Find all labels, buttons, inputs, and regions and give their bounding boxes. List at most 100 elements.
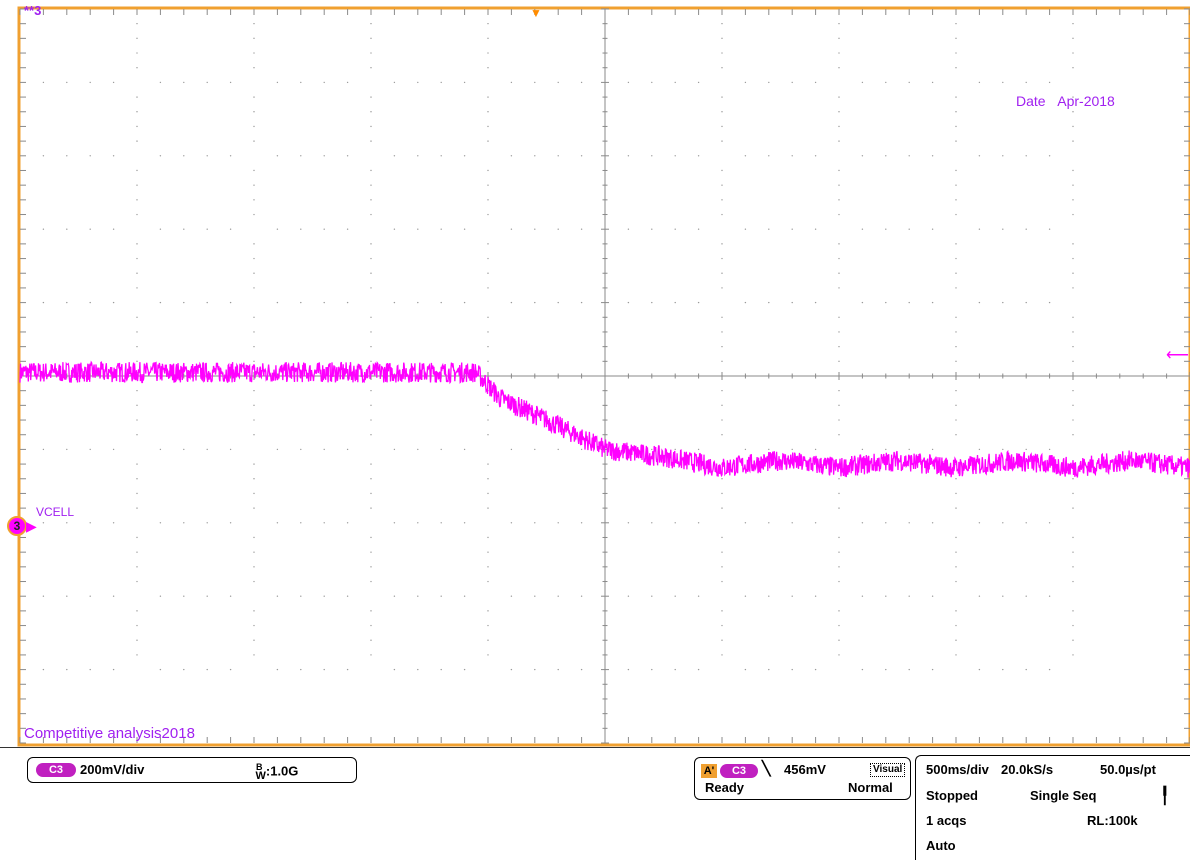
grid-dot <box>370 580 372 583</box>
grid-dot <box>346 668 349 671</box>
grid-dot <box>534 228 536 230</box>
grid-dot <box>838 243 840 245</box>
grid-dot <box>253 169 255 172</box>
trigger-tag: A' <box>701 764 717 778</box>
visual-trigger-badge[interactable]: Visual <box>870 763 906 777</box>
grid-dot <box>838 492 840 495</box>
grid-dot <box>136 287 138 289</box>
waveform-trace-ch3 <box>19 360 1190 478</box>
grid-dot <box>346 228 349 230</box>
channel-settings-box[interactable] <box>27 757 357 783</box>
grid-dot <box>487 140 489 142</box>
grid-dot <box>791 522 793 524</box>
grid-dot <box>370 536 372 539</box>
grid-dot <box>440 155 442 157</box>
grid-dot <box>1072 419 1074 421</box>
grid-dot <box>417 81 419 84</box>
grid-dot <box>534 81 536 84</box>
grid-dot <box>183 301 185 304</box>
grid-dot <box>510 81 513 84</box>
grid-dot <box>136 492 138 495</box>
grid-dot <box>487 37 489 40</box>
grid-dot <box>627 81 630 84</box>
grid-dot <box>510 155 513 157</box>
grid-dot <box>955 199 957 201</box>
grid-dot <box>136 52 138 54</box>
grid-dot <box>1048 155 1051 157</box>
grid-dot <box>183 448 185 451</box>
grid-dot <box>744 595 747 597</box>
grid-dot <box>838 287 840 289</box>
grid-dot <box>861 448 864 451</box>
grid-dot <box>323 301 325 304</box>
grid-dot <box>955 272 957 274</box>
trigger-level: 456mV <box>784 762 826 777</box>
grid-dot <box>42 228 45 230</box>
acquisition-count: 1 acqs <box>926 813 967 828</box>
grid-dot <box>534 155 536 157</box>
grid-dot <box>721 536 723 539</box>
grid-dot <box>393 668 396 671</box>
grid-dot <box>253 331 255 333</box>
grid-dot <box>978 155 981 157</box>
grid-dot <box>253 345 255 348</box>
trigger-level-arrow-icon[interactable]: ⟵ <box>1166 347 1189 364</box>
grid-dot <box>323 448 325 451</box>
grid-dot <box>955 566 957 568</box>
grid-dot <box>580 522 583 524</box>
grid-dot <box>229 595 232 597</box>
waveform-display <box>17 6 1190 747</box>
trigger-source-pill[interactable]: C3 <box>720 764 758 778</box>
trigger-position-icon[interactable]: ▼ <box>530 6 542 20</box>
grid-dot <box>580 668 583 671</box>
grid-dot <box>651 522 653 524</box>
grid-dot <box>487 360 489 363</box>
thermometer-icon: ╿ <box>1160 788 1170 805</box>
grid-dot <box>253 463 255 465</box>
grid-dot <box>463 155 466 157</box>
grid-dot <box>931 155 934 157</box>
channel-3-ground-marker[interactable]: 3 <box>7 516 27 536</box>
grid-dot <box>721 22 723 25</box>
grid-dot <box>136 624 138 627</box>
grid-dot <box>253 419 255 421</box>
channel-pill-c3[interactable]: C3 <box>36 763 76 777</box>
grid-dot <box>393 595 396 597</box>
grid-dot <box>206 155 208 157</box>
grid-dot <box>838 52 840 54</box>
grid-dot <box>253 566 255 568</box>
grid-dot <box>346 81 349 84</box>
grid-dot <box>674 595 676 597</box>
grid-dot <box>66 228 68 230</box>
grid-dot <box>838 345 840 348</box>
grid-dot <box>370 345 372 348</box>
trigger-mode: Normal <box>848 780 893 795</box>
grid-dot <box>955 67 957 69</box>
grid-dot <box>627 228 630 230</box>
grid-dot <box>42 155 45 157</box>
horizontal-settings-box[interactable] <box>915 755 1190 860</box>
grid-dot <box>136 639 138 641</box>
grid-dot <box>697 448 700 451</box>
grid-dot <box>885 155 887 157</box>
grid-dot <box>534 668 536 671</box>
grid-dot <box>440 448 442 451</box>
grid-dot <box>1048 228 1051 230</box>
grid-dot <box>1072 199 1074 201</box>
grid-dot <box>1048 301 1051 304</box>
grid-dot <box>89 448 91 451</box>
grid-dot <box>370 96 372 98</box>
grid-dot <box>323 595 325 597</box>
date-annotation: Date Apr-2018 <box>1016 93 1115 109</box>
grid-dot <box>838 434 840 436</box>
grid-dot <box>253 536 255 539</box>
grid-dot <box>206 522 208 524</box>
grid-dot <box>136 316 138 318</box>
grid-dot <box>346 301 349 304</box>
grid-dot <box>744 301 747 304</box>
grid-dot <box>183 155 185 157</box>
grid-dot <box>721 624 723 627</box>
grid-dot <box>814 81 817 84</box>
grid-dot <box>838 199 840 201</box>
grid-dot <box>253 624 255 627</box>
